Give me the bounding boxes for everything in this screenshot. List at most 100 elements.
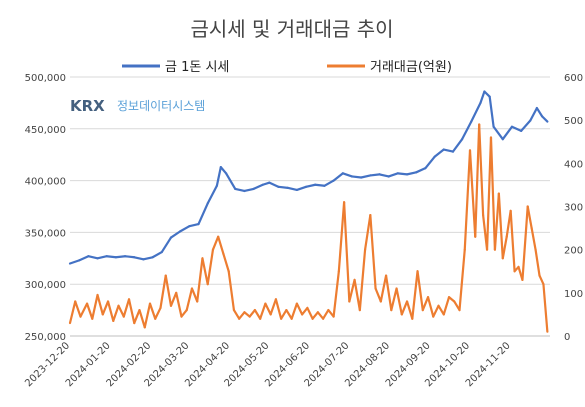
series-segment [117, 304, 125, 318]
series-segment [143, 302, 152, 329]
series-segment [169, 291, 178, 307]
series-segment [463, 149, 472, 251]
series-segment [341, 172, 354, 178]
series-segment [217, 235, 225, 256]
gridlines [70, 76, 550, 337]
series-segment [169, 230, 182, 239]
series-segment [188, 223, 200, 228]
series-segment [432, 304, 440, 318]
series-segment [280, 309, 288, 320]
series-segment [442, 148, 455, 153]
series-segment [521, 205, 529, 281]
series-segment [68, 300, 77, 325]
series-segment [264, 302, 272, 316]
series-segment [437, 304, 445, 316]
y-left-tick-label: 500,000 [25, 73, 66, 84]
series-segment [497, 192, 504, 260]
series-segment [211, 235, 220, 251]
series-segment [479, 90, 486, 105]
series-segment [353, 278, 361, 312]
watermark: KRX 정보데이터시스템 [70, 97, 205, 115]
series-segment [106, 300, 115, 322]
series-segment [133, 256, 145, 261]
series-segment [268, 181, 280, 188]
y-right-tick-label: 600 [564, 73, 583, 84]
series-segment [159, 274, 167, 310]
series-segment [424, 155, 436, 170]
series-segment [348, 278, 356, 303]
y-right-tick-label: 0 [564, 332, 570, 343]
series-layer [68, 90, 549, 333]
y-axis-right: 0 100 200 300 400 500 600 [564, 73, 583, 343]
y-right-tick-label: 300 [564, 203, 583, 214]
series-segment [101, 300, 110, 316]
series-segment [133, 309, 141, 325]
series-segment [396, 172, 409, 176]
series-segment [426, 296, 435, 318]
series-segment [196, 257, 204, 303]
series-segment [96, 293, 104, 316]
series-segment [142, 256, 154, 261]
series-segment [332, 172, 344, 182]
series-segment [290, 302, 298, 320]
series-segment [243, 311, 251, 318]
series-segment [405, 300, 414, 320]
series-segment [138, 309, 146, 329]
series-segment [416, 270, 424, 312]
series-segment [232, 309, 241, 320]
series-segment [179, 225, 191, 233]
series-segment [374, 287, 382, 303]
y-right-tick-label: 100 [564, 289, 583, 300]
series-segment [390, 287, 398, 312]
series-segment [78, 255, 90, 262]
series-segment [468, 149, 477, 238]
series-segment [384, 274, 393, 312]
series-segment [190, 287, 199, 303]
series-segment [323, 179, 335, 187]
series-segment [363, 214, 372, 251]
series-segment [458, 248, 466, 312]
series-segment [529, 106, 538, 122]
series-segment [314, 183, 326, 187]
series-segment [405, 171, 418, 176]
series-segment [342, 201, 351, 303]
series-segment [421, 296, 430, 312]
series-segment [379, 274, 388, 303]
series-segment [248, 309, 257, 318]
series-segment [295, 185, 308, 192]
series-segment [85, 302, 94, 320]
series-segment [360, 174, 372, 179]
series-segment [277, 185, 289, 189]
y-left-tick-label: 400,000 [25, 177, 66, 188]
series-segment [534, 248, 541, 277]
y-right-tick-label: 500 [564, 116, 583, 127]
series-segment [197, 202, 209, 226]
series-segment [243, 187, 255, 193]
series-segment [369, 173, 381, 177]
series-segment [227, 270, 236, 312]
series-segment [411, 270, 419, 320]
series-segment [123, 255, 136, 259]
x-axis: 2023-12-202024-01-202024-02-202024-03-20… [23, 335, 550, 389]
series-segment [234, 187, 246, 193]
series-gold-price [68, 90, 549, 265]
series-segment [148, 302, 157, 320]
series-segment [311, 311, 319, 320]
series-segment [79, 302, 89, 318]
series-segment [322, 309, 330, 320]
chart-title: 금시세 및 거래대금 추이 [190, 17, 393, 41]
series-segment [358, 248, 367, 312]
series-segment [485, 136, 493, 251]
series-segment [274, 298, 283, 320]
series-segment [501, 235, 508, 260]
series-segment [206, 248, 215, 286]
series-segment [483, 90, 491, 98]
series-segment [337, 201, 346, 273]
series-segment [253, 309, 262, 320]
series-segment [252, 183, 264, 190]
series-segment [269, 298, 278, 316]
series-segment [541, 115, 549, 123]
series-segment [493, 192, 500, 251]
y-left-tick-label: 450,000 [25, 125, 66, 136]
